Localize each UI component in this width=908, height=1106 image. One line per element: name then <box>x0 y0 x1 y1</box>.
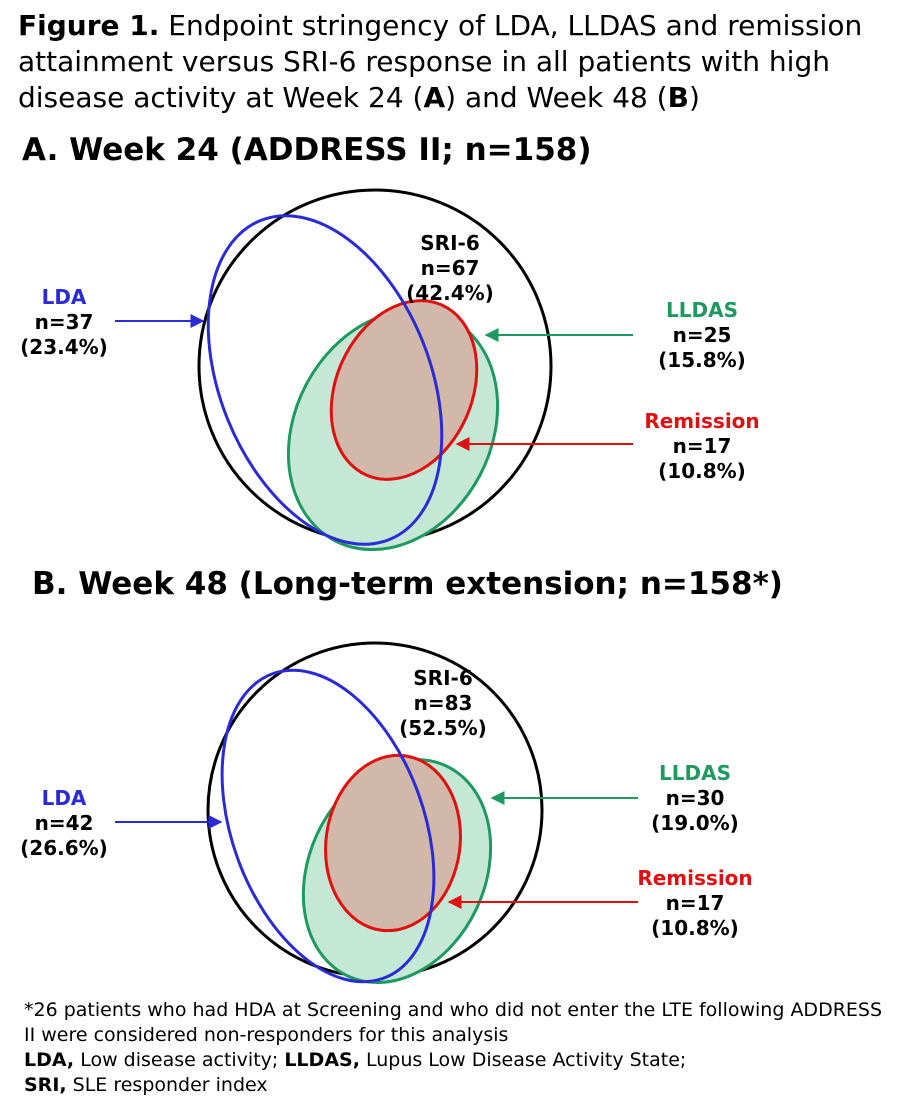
panel-b-venn-diagram: SRI-6 n=83 (52.5%) LDA n=42 (26.6%) LLDA… <box>20 641 753 985</box>
sri6-label: SRI-6 <box>420 231 479 255</box>
lda-count: n=37 <box>35 310 94 334</box>
caption-text-3: ) <box>688 81 700 114</box>
footnote-hda-note: *26 patients who had HDA at Screening an… <box>24 999 883 1046</box>
abbr-lda: LDA, <box>24 1049 75 1071</box>
figure-label: Figure 1. <box>18 9 160 42</box>
footnote-abbreviations-2: SRI, SLE responder index <box>24 1073 894 1098</box>
remission-count: n=17 <box>666 891 725 915</box>
sri6-percent: (52.5%) <box>399 716 487 740</box>
remission-ellipse <box>324 753 462 933</box>
lda-label: LDA <box>42 786 87 810</box>
lldas-count: n=25 <box>673 323 732 347</box>
panel-a-venn-diagram: SRI-6 n=67 (42.4%) LDA n=37 (23.4%) LLDA… <box>20 188 760 552</box>
panel-b-heading: B. Week 48 (Long-term extension; n=158*) <box>32 566 783 602</box>
lda-label: LDA <box>42 285 87 309</box>
remission-percent: (10.8%) <box>658 459 746 483</box>
footnote-abbreviations-1: LDA, Low disease activity; LLDAS, Lupus … <box>24 1048 894 1073</box>
lldas-count: n=30 <box>666 786 725 810</box>
def-sri: SLE responder index <box>66 1074 268 1096</box>
sri6-percent: (42.4%) <box>406 281 494 305</box>
abbr-lldas: LLDAS, <box>284 1049 360 1071</box>
lldas-percent: (19.0%) <box>651 811 739 835</box>
lldas-percent: (15.8%) <box>658 348 746 372</box>
footnote: *26 patients who had HDA at Screening an… <box>24 998 894 1098</box>
lda-percent: (23.4%) <box>20 335 108 359</box>
sri6-count: n=67 <box>421 256 480 280</box>
lda-ellipse <box>206 214 444 546</box>
def-lda: Low disease activity; <box>74 1049 285 1071</box>
lda-ellipse <box>220 668 436 984</box>
def-lldas: Lupus Low Disease Activity State; <box>359 1049 687 1071</box>
abbr-sri: SRI, <box>24 1074 67 1096</box>
figure-caption: Figure 1. Endpoint stringency of LDA, LL… <box>18 8 898 116</box>
caption-text-1: Endpoint stringency of LDA, LLDAS and re… <box>18 9 863 114</box>
lldas-label: LLDAS <box>659 761 731 785</box>
lda-count: n=42 <box>35 811 94 835</box>
caption-panel-b-ref: B <box>667 81 689 114</box>
caption-panel-a-ref: A <box>423 81 446 114</box>
sri6-label: SRI-6 <box>413 666 472 690</box>
lldas-label: LLDAS <box>666 298 738 322</box>
remission-label: Remission <box>637 866 752 890</box>
remission-percent: (10.8%) <box>651 916 739 940</box>
remission-count: n=17 <box>673 434 732 458</box>
caption-text-2: ) and Week 48 ( <box>445 81 668 114</box>
remission-label: Remission <box>644 409 759 433</box>
lda-percent: (26.6%) <box>20 836 108 860</box>
panel-a-heading: A. Week 24 (ADDRESS II; n=158) <box>22 132 592 168</box>
sri6-count: n=83 <box>414 691 473 715</box>
